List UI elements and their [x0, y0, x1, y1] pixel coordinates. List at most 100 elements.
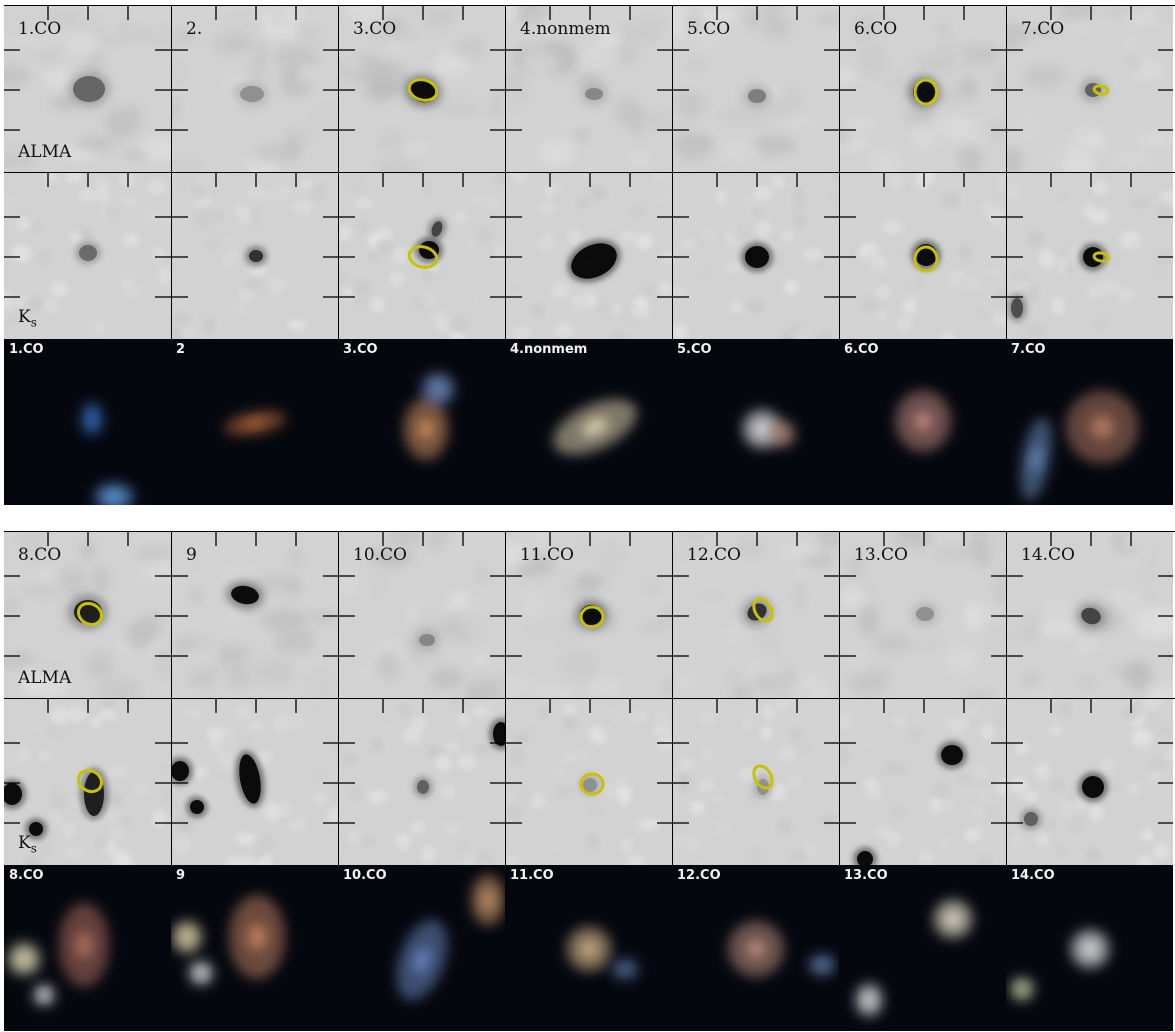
panel-label: 8.CO	[9, 868, 44, 883]
panel-image	[4, 699, 171, 865]
panel-image	[1020, 390, 1139, 501]
panel-image	[172, 6, 338, 172]
ks-row: Ks	[4, 172, 1175, 339]
alma-row: 1.CO ALMA 2. 3.CO 4.nonmem 5.CO 6.CO 7.CO	[4, 5, 1175, 172]
rgb-row: 1.CO 2 3.CO 4.nonmem 5.CO 6.CO 7.CO	[4, 339, 1175, 505]
rgb-panel-14: 14.CO	[1006, 865, 1173, 1031]
panel-label: 14.CO	[1021, 545, 1075, 565]
alma-panel-14: 14.CO	[1006, 532, 1173, 698]
panel-image	[403, 372, 455, 460]
panel-image	[224, 410, 286, 436]
panel-image	[506, 6, 672, 172]
rgb-panel-12: 12.CO	[672, 865, 839, 1031]
rgb-panel-13: 13.CO	[839, 865, 1006, 1031]
panel-label: 13.CO	[844, 868, 888, 883]
panel-image	[172, 532, 338, 698]
alma-panel-1: 1.CO ALMA	[4, 6, 171, 172]
rgb-panel-7: 7.CO	[1006, 339, 1173, 505]
panel-label: 1.CO	[18, 19, 62, 39]
alma-panel-7: 7.CO	[1006, 6, 1173, 172]
panel-label: 13.CO	[854, 545, 908, 565]
panel-label: 1.CO	[9, 342, 44, 357]
panel-image	[172, 699, 338, 865]
panel-image	[506, 699, 672, 865]
panel-label: 7.CO	[1021, 19, 1065, 39]
panel-label: 6.CO	[854, 19, 898, 39]
panel-image	[506, 532, 672, 698]
ks-panel-12	[672, 699, 839, 865]
band-label-ks: Ks	[18, 306, 37, 329]
alma-panel-13: 13.CO	[839, 532, 1006, 698]
alma-panel-9: 9	[171, 532, 338, 698]
ks-row: Ks	[4, 698, 1175, 865]
panel-image	[566, 926, 639, 981]
ks-panel-10	[338, 699, 505, 865]
panel-image	[840, 532, 1006, 698]
band-label-ks: Ks	[18, 832, 37, 855]
panel-image	[171, 895, 285, 986]
ks-panel-3	[338, 173, 505, 339]
panel-label: 4.nonmem	[520, 19, 611, 39]
panel-label: 7.CO	[1011, 342, 1046, 357]
ks-panel-8: Ks	[4, 699, 171, 865]
panel-label: 14.CO	[1011, 868, 1055, 883]
panel-image	[673, 6, 839, 165]
panel-image	[673, 173, 839, 339]
panel-image	[673, 699, 839, 865]
ks-panel-1: Ks	[4, 173, 171, 339]
panel-label: 10.CO	[353, 545, 407, 565]
panel-image	[553, 399, 637, 455]
panel-image	[4, 173, 171, 337]
rgb-panel-3: 3.CO	[338, 339, 505, 505]
ks-panel-5	[672, 173, 839, 339]
panel-image	[742, 409, 796, 449]
alma-panel-6: 6.CO	[839, 6, 1006, 172]
ks-panel-9	[171, 699, 338, 865]
band-label-alma: ALMA	[18, 668, 72, 688]
rgb-panel-6: 6.CO	[839, 339, 1006, 505]
alma-panel-12: 12.CO	[672, 532, 839, 698]
panel-image	[339, 532, 505, 698]
panel-image	[339, 173, 505, 339]
panel-image	[840, 173, 1006, 339]
panel-image	[1007, 699, 1173, 865]
panel-image	[840, 699, 1006, 865]
figure-block-top: 1.CO ALMA 2. 3.CO 4.nonmem 5.CO 6.CO 7.CO…	[4, 5, 1175, 505]
panel-label: 9	[186, 545, 197, 565]
rgb-panel-5: 5.CO	[672, 339, 839, 505]
ks-panel-11	[505, 699, 672, 865]
ks-panel-4	[505, 173, 672, 339]
rgb-panel-2: 2	[171, 339, 338, 505]
panel-label: 3.CO	[343, 342, 378, 357]
panel-image	[728, 921, 836, 977]
alma-panel-11: 11.CO	[505, 532, 672, 698]
rgb-panel-11: 11.CO	[505, 865, 672, 1031]
ks-panel-6	[839, 173, 1006, 339]
rgb-panel-4: 4.nonmem	[505, 339, 672, 505]
panel-label: 5.CO	[687, 19, 731, 39]
panel-image	[80, 402, 134, 505]
ks-panel-2	[171, 173, 338, 339]
alma-panel-10: 10.CO	[338, 532, 505, 698]
rgb-panel-8: 8.CO	[4, 865, 171, 1031]
rgb-row: 8.CO 9 10.CO 11.CO 12.CO 13.CO 14.CO	[4, 865, 1175, 1031]
panel-label: 10.CO	[343, 868, 387, 883]
panel-label: 9	[176, 868, 186, 883]
panel-image	[673, 532, 839, 698]
panel-image	[895, 390, 951, 452]
panel-image	[840, 6, 1006, 172]
panel-image	[855, 899, 973, 1017]
panel-image	[1009, 929, 1110, 1002]
panel-image	[1007, 6, 1173, 172]
panel-label: 12.CO	[687, 545, 741, 565]
panel-label: 12.CO	[677, 868, 721, 883]
ks-panel-7	[1006, 173, 1173, 339]
alma-panel-4: 4.nonmem	[505, 6, 672, 172]
alma-panel-5: 5.CO	[672, 6, 839, 172]
panel-image	[396, 874, 505, 1001]
panel-image	[4, 532, 171, 698]
alma-panel-8: 8.CO ALMA	[4, 532, 171, 698]
panel-label: 5.CO	[677, 342, 712, 357]
alma-panel-3: 3.CO	[338, 6, 505, 172]
panel-label: 6.CO	[844, 342, 879, 357]
